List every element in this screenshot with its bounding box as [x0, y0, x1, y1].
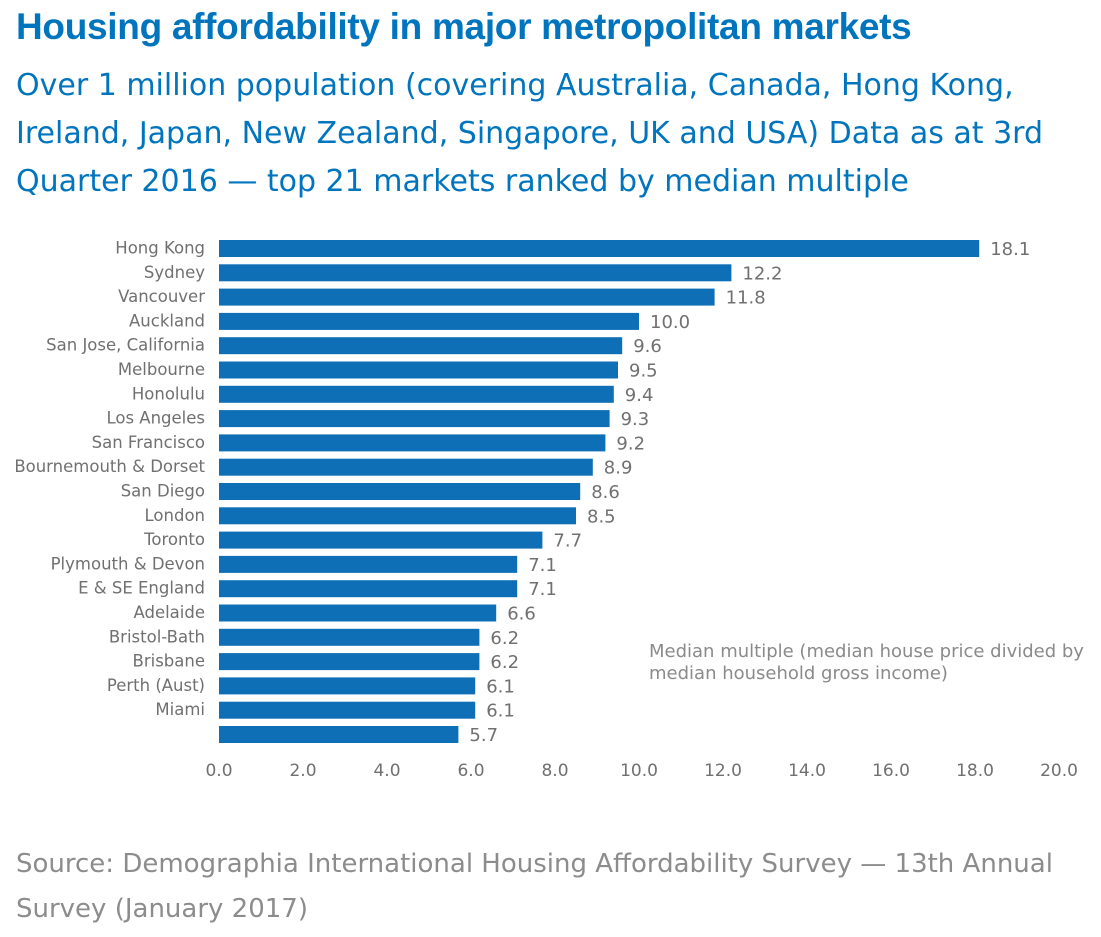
x-tick-label: 18.0	[956, 761, 994, 781]
category-label-toronto: Toronto	[143, 530, 205, 549]
bar-london	[219, 507, 576, 525]
value-label-london: 8.5	[587, 506, 616, 527]
value-label-melbourne: 9.5	[629, 361, 658, 382]
bar-los-angeles	[219, 410, 610, 428]
value-label-miami: 6.1	[486, 701, 515, 722]
bar-san-francisco	[219, 434, 606, 452]
value-label-san-diego: 8.6	[591, 482, 620, 503]
value-label-san-jose-california: 9.6	[633, 336, 662, 357]
category-label-brisbane: Brisbane	[133, 652, 205, 671]
category-label-bournemouth-dorset: Bournemouth & Dorset	[14, 457, 205, 476]
value-label-e-se-england: 7.1	[528, 579, 557, 600]
category-label-adelaide: Adelaide	[133, 603, 205, 622]
bar-melbourne	[219, 361, 618, 379]
bar-e-se-england	[219, 580, 518, 598]
category-label-los-angeles: Los Angeles	[106, 409, 205, 428]
value-label-bristol-bath: 6.2	[490, 628, 519, 649]
bar-bristol-bath	[219, 628, 480, 646]
category-label-plymouth-devon: Plymouth & Devon	[51, 554, 205, 573]
value-label-sydney: 12.2	[742, 263, 782, 284]
chart-subtitle: Over 1 million population (covering Aust…	[16, 68, 1044, 199]
value-label-perth-aust: 6.1	[486, 676, 515, 697]
category-label-perth-aust: Perth (Aust)	[107, 676, 205, 695]
bar-bournemouth-dorset	[219, 458, 593, 476]
value-label-vancouver: 11.8	[726, 288, 766, 309]
bar-honolulu	[219, 385, 614, 403]
bar-plymouth-devon	[219, 555, 518, 573]
category-label-e-se-england: E & SE England	[78, 579, 205, 598]
bar-row-21	[219, 726, 459, 743]
value-label-adelaide: 6.6	[507, 604, 536, 625]
chart-title: Housing affordability in major metropoli…	[16, 6, 912, 47]
bar-san-jose-california	[219, 337, 623, 355]
category-label-san-diego: San Diego	[121, 482, 205, 501]
x-tick-label: 14.0	[788, 761, 826, 781]
bar-san-diego	[219, 483, 581, 500]
x-tick-label: 2.0	[289, 761, 316, 781]
category-label-honolulu: Honolulu	[132, 384, 205, 403]
bar-brisbane	[219, 653, 480, 671]
value-label-los-angeles: 9.3	[621, 409, 650, 430]
value-label-plymouth-devon: 7.1	[528, 555, 557, 576]
bar-hong-kong	[219, 240, 980, 257]
axis-note: Median multiple (median house price divi…	[649, 641, 1084, 684]
category-label-san-jose-california: San Jose, California	[46, 336, 205, 355]
x-tick-label: 16.0	[872, 761, 910, 781]
x-tick-label: 6.0	[457, 761, 484, 781]
category-label-vancouver: Vancouver	[118, 287, 205, 306]
source-text: Source: Demographia International Housin…	[16, 849, 1053, 924]
x-tick-label: 0.0	[205, 761, 232, 781]
value-label-toronto: 7.7	[553, 531, 582, 552]
category-label-miami: Miami	[155, 700, 205, 719]
category-label-san-francisco: San Francisco	[92, 433, 205, 452]
category-label-auckland: Auckland	[129, 311, 205, 330]
x-tick-label: 12.0	[704, 761, 742, 781]
value-label-bournemouth-dorset: 8.9	[604, 458, 633, 479]
bar-perth-aust	[219, 677, 476, 695]
category-label-melbourne: Melbourne	[118, 360, 205, 379]
value-label-brisbane: 6.2	[490, 652, 519, 673]
value-label-hong-kong: 18.1	[990, 239, 1030, 260]
bar-vancouver	[219, 288, 715, 306]
x-tick-label: 10.0	[620, 761, 658, 781]
bar-chart: Hong Kong 18.1 Sydney 12.2 Vancouver 11.8 Auck…	[14, 239, 1078, 782]
value-label-row-21: 5.7	[469, 725, 498, 746]
category-label-bristol-bath: Bristol-Bath	[109, 627, 205, 646]
x-tick-label: 20.0	[1040, 761, 1078, 781]
category-label-hong-kong: Hong Kong	[115, 239, 205, 258]
bar-miami	[219, 701, 476, 719]
x-tick-label: 8.0	[541, 761, 568, 781]
value-label-auckland: 10.0	[650, 312, 690, 333]
bar-auckland	[219, 312, 639, 330]
value-label-honolulu: 9.4	[625, 385, 654, 406]
x-tick-label: 4.0	[373, 761, 400, 781]
category-label-london: London	[145, 506, 205, 525]
bar-adelaide	[219, 604, 497, 622]
bar-toronto	[219, 531, 543, 549]
value-label-san-francisco: 9.2	[616, 433, 645, 454]
bar-sydney	[219, 264, 732, 282]
category-label-sydney: Sydney	[144, 263, 205, 282]
